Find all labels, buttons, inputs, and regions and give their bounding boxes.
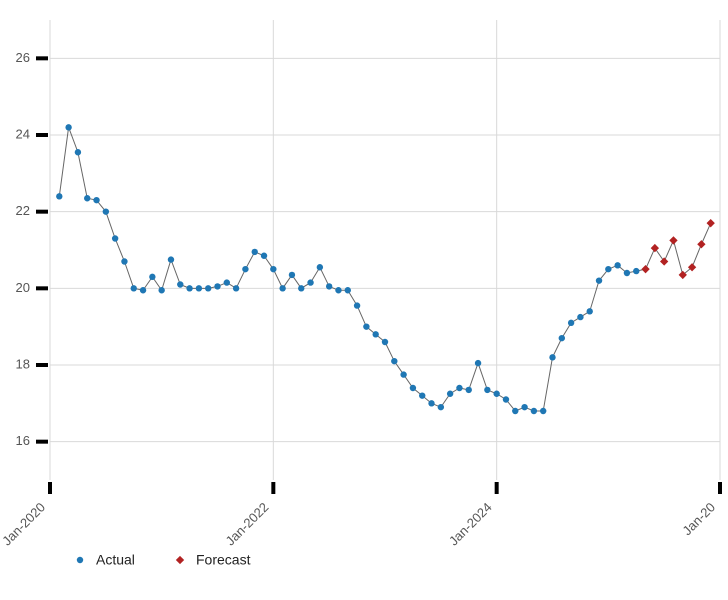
- actual-point: [158, 287, 164, 293]
- actual-point: [605, 266, 611, 272]
- actual-point: [577, 314, 583, 320]
- legend-label: Forecast: [196, 552, 251, 568]
- actual-point: [326, 283, 332, 289]
- actual-point: [400, 371, 406, 377]
- actual-point: [214, 283, 220, 289]
- actual-point: [335, 287, 341, 293]
- actual-point: [540, 408, 546, 414]
- actual-point: [559, 335, 565, 341]
- actual-point: [121, 258, 127, 264]
- actual-point: [503, 396, 509, 402]
- actual-point: [93, 197, 99, 203]
- actual-point: [307, 279, 313, 285]
- actual-point: [345, 287, 351, 293]
- actual-point: [205, 285, 211, 291]
- ytick-label: 26: [16, 50, 30, 65]
- actual-point: [252, 249, 258, 255]
- actual-point: [596, 277, 602, 283]
- ytick-label: 22: [16, 203, 30, 218]
- actual-point: [224, 279, 230, 285]
- ytick-label: 20: [16, 280, 30, 295]
- actual-point: [438, 404, 444, 410]
- actual-point: [196, 285, 202, 291]
- actual-point: [270, 266, 276, 272]
- actual-point: [112, 235, 118, 241]
- actual-point: [140, 287, 146, 293]
- actual-point: [475, 360, 481, 366]
- actual-point: [587, 308, 593, 314]
- actual-point: [447, 391, 453, 397]
- actual-point: [456, 385, 462, 391]
- chart-background: [0, 0, 728, 600]
- chart-container: 161820222426Jan-2020Jan-2022Jan-2024Jan-…: [0, 0, 728, 600]
- legend-marker: [77, 557, 83, 563]
- actual-point: [624, 270, 630, 276]
- actual-point: [289, 272, 295, 278]
- actual-point: [186, 285, 192, 291]
- legend-label: Actual: [96, 552, 135, 568]
- actual-point: [279, 285, 285, 291]
- actual-point: [233, 285, 239, 291]
- actual-point: [317, 264, 323, 270]
- actual-point: [168, 256, 174, 262]
- actual-point: [466, 387, 472, 393]
- actual-point: [549, 354, 555, 360]
- actual-point: [149, 274, 155, 280]
- actual-point: [56, 193, 62, 199]
- actual-point: [382, 339, 388, 345]
- actual-point: [298, 285, 304, 291]
- actual-point: [391, 358, 397, 364]
- actual-point: [75, 149, 81, 155]
- actual-point: [428, 400, 434, 406]
- actual-point: [521, 404, 527, 410]
- actual-point: [484, 387, 490, 393]
- actual-point: [633, 268, 639, 274]
- actual-point: [531, 408, 537, 414]
- actual-point: [419, 392, 425, 398]
- actual-point: [65, 124, 71, 130]
- actual-point: [242, 266, 248, 272]
- actual-point: [512, 408, 518, 414]
- actual-point: [131, 285, 137, 291]
- actual-point: [103, 208, 109, 214]
- actual-point: [363, 323, 369, 329]
- actual-point: [372, 331, 378, 337]
- actual-point: [84, 195, 90, 201]
- actual-point: [177, 281, 183, 287]
- chart-svg: 161820222426Jan-2020Jan-2022Jan-2024Jan-…: [0, 0, 728, 600]
- ytick-label: 16: [16, 433, 30, 448]
- actual-point: [261, 253, 267, 259]
- actual-point: [493, 391, 499, 397]
- ytick-label: 24: [16, 126, 30, 141]
- actual-point: [410, 385, 416, 391]
- ytick-label: 18: [16, 356, 30, 371]
- actual-point: [568, 320, 574, 326]
- actual-point: [354, 302, 360, 308]
- actual-point: [614, 262, 620, 268]
